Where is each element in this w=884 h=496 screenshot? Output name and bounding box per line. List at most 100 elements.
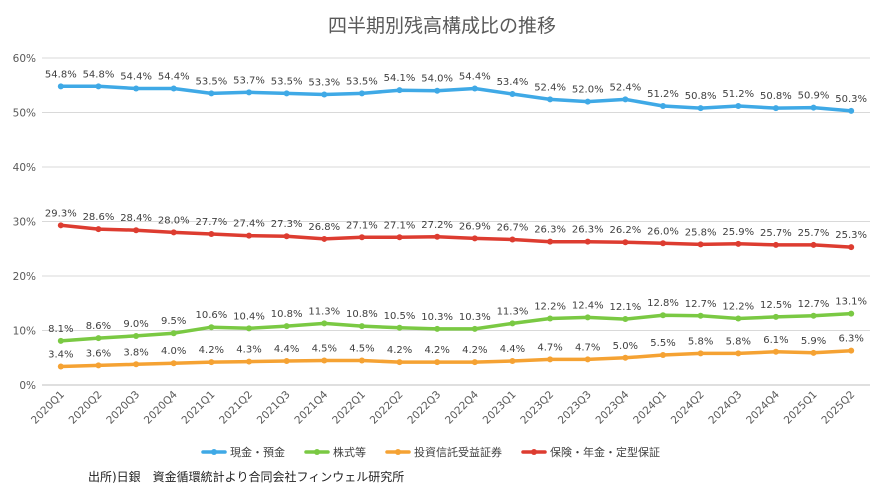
series-3-point	[509, 358, 516, 365]
series-4-data-label: 28.0%	[158, 215, 190, 226]
series-4-point	[735, 240, 742, 247]
series-3-point	[208, 359, 215, 366]
series-4-point	[396, 234, 403, 241]
series-4-point	[133, 227, 140, 234]
x-tick-label: 2022Q2	[368, 389, 406, 427]
series-3-point	[396, 359, 403, 366]
x-tick-label: 2024Q4	[744, 388, 782, 426]
x-tick-label: 2025Q2	[819, 389, 857, 427]
series-4-point	[95, 226, 102, 233]
series-1-point	[95, 83, 102, 90]
series-4-data-label: 27.3%	[271, 219, 303, 230]
series-2-point	[170, 330, 177, 337]
x-tick-label: 2024Q2	[669, 389, 707, 427]
series-2-point	[509, 320, 516, 327]
y-tick-label: 60%	[13, 53, 36, 65]
series-3-point	[471, 359, 478, 366]
legend-item-3-label: 投資信託受益証券	[414, 445, 502, 459]
series-4-data-label: 26.2%	[609, 225, 641, 236]
series-4-point	[697, 241, 704, 248]
series-3-point	[848, 347, 855, 354]
series-4-data-label: 25.9%	[722, 227, 754, 238]
series-2-data-label: 10.8%	[346, 309, 378, 320]
x-tick-label: 2024Q3	[706, 389, 744, 427]
chart-title: 四半期別残高構成比の推移	[328, 15, 556, 37]
series-4-point	[246, 232, 252, 239]
series-3-point	[622, 354, 629, 361]
y-tick-label: 10%	[13, 326, 36, 338]
series-2-point	[246, 325, 252, 332]
series-2-point	[622, 316, 629, 323]
series-4-data-label: 27.2%	[421, 220, 453, 231]
series-3-data-label: 4.3%	[236, 345, 261, 356]
series-3-data-label: 5.5%	[650, 338, 675, 349]
series-2-point	[95, 335, 102, 342]
series-4-point	[170, 229, 177, 236]
series-2-point	[697, 312, 704, 319]
series-1-data-label: 54.4%	[120, 72, 152, 83]
series-3-point	[434, 359, 441, 366]
series-3-data-label: 4.2%	[387, 345, 412, 356]
x-axis-ticks: 2020Q1 2020Q2 2020Q3 2020Q4 2021Q1 2021Q2 2021…	[29, 388, 857, 426]
series-2-point	[735, 315, 742, 322]
series-1-point	[547, 96, 554, 103]
series-3-data-label: 4.2%	[199, 345, 224, 356]
series-3-point	[547, 356, 554, 363]
series-1-data-label: 53.5%	[195, 76, 227, 87]
series-4-data-label: 27.1%	[346, 220, 378, 231]
series-4-data-label: 25.7%	[798, 228, 830, 239]
series-4-point	[434, 233, 441, 240]
source-note: 出所)日銀 資金循環統計より合同会社フィンウェル研究所	[88, 470, 405, 484]
data-labels: 54.8% 54.8% 54.4% 54.4% 53.5% 53.7% 53.5% 53.3%…	[45, 69, 867, 360]
series-2-point	[471, 325, 478, 332]
series-2-data-label: 10.3%	[459, 312, 491, 323]
series-1-data-label: 52.4%	[609, 82, 641, 93]
series-1-point	[283, 90, 290, 97]
series-2-point	[547, 315, 554, 322]
series-3-data-label: 4.4%	[274, 344, 299, 355]
series-3-data-label: 4.4%	[500, 344, 525, 355]
series-2-data-label: 9.5%	[161, 316, 186, 327]
series-4-data-label: 28.6%	[83, 212, 115, 223]
series-2-point	[772, 313, 779, 320]
series-1-data-label: 54.4%	[158, 72, 190, 83]
series-4-point	[283, 233, 290, 240]
series-3-data-label: 5.0%	[613, 341, 638, 352]
series-1-data-label: 54.8%	[45, 69, 77, 80]
series-1-point	[772, 105, 779, 112]
series-3-point	[57, 363, 64, 370]
series-2-data-label: 12.7%	[798, 299, 830, 310]
series-4-data-label: 26.3%	[534, 225, 566, 236]
series-1-data-label: 53.5%	[346, 76, 378, 87]
series-4-data-label: 26.7%	[497, 222, 529, 233]
series-1-data-label: 50.9%	[798, 91, 830, 102]
x-tick-label: 2022Q3	[405, 389, 443, 427]
series-2-data-label: 10.4%	[233, 311, 265, 322]
series-4-point	[848, 244, 855, 251]
series-1-point	[509, 90, 516, 97]
y-tick-label: 0%	[19, 380, 36, 392]
series-1-data-label: 54.4%	[459, 72, 491, 83]
legend-item-1-marker	[211, 449, 217, 455]
series-4-point	[471, 235, 478, 242]
series-3-data-label: 6.1%	[763, 335, 788, 346]
series-1-data-label: 53.3%	[308, 78, 340, 89]
legend-item-3-marker	[395, 449, 401, 455]
series-1-data-label: 54.1%	[384, 73, 416, 84]
series-1-data-label: 51.2%	[647, 89, 679, 100]
series-group	[57, 83, 855, 370]
x-tick-label: 2023Q2	[518, 389, 556, 427]
series-3-point	[735, 350, 742, 357]
series-3-data-label: 3.8%	[123, 347, 148, 358]
y-tick-label: 40%	[13, 162, 36, 174]
series-1-point	[660, 102, 666, 109]
series-1-point	[848, 107, 855, 114]
series-3-point	[246, 358, 252, 365]
series-1-point	[471, 85, 478, 92]
series-3-point	[321, 357, 328, 364]
series-2-point	[810, 312, 817, 319]
series-1-point	[57, 83, 64, 90]
x-tick-label: 2020Q1	[29, 389, 67, 427]
legend-item-4-label: 保険・年金・定型保証	[550, 445, 660, 459]
series-1-point	[735, 102, 742, 109]
